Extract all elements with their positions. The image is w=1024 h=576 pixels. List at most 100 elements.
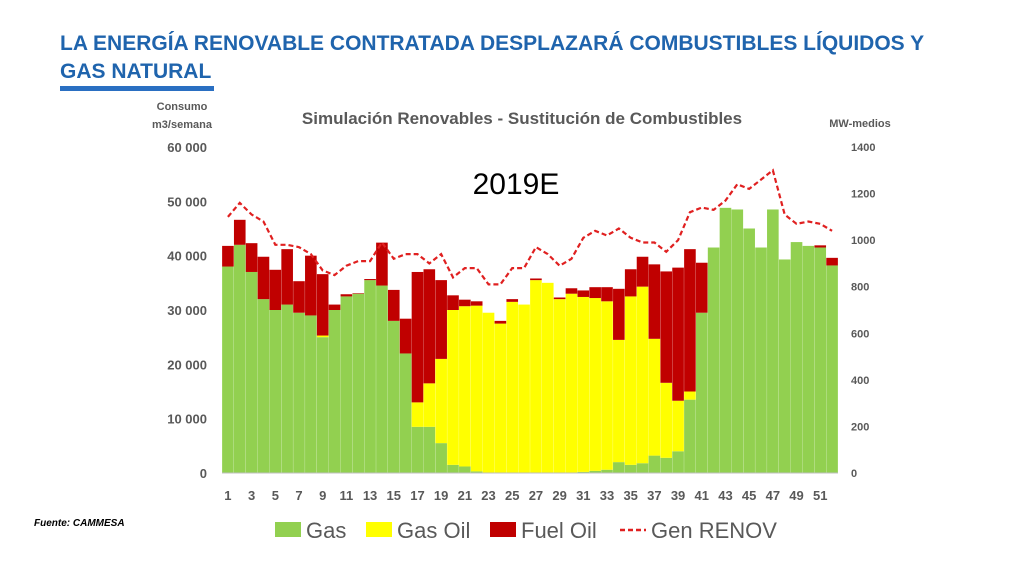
bar-gas-oil [530, 280, 542, 473]
bar-gas [672, 451, 684, 473]
bar-gas [316, 337, 329, 473]
bar-fuel-oil [364, 279, 376, 281]
bar-gas [470, 471, 483, 473]
bar-fuel-oil [648, 264, 661, 339]
bar-fuel-oil [281, 249, 293, 305]
x-tick-label: 27 [529, 488, 543, 503]
bar-gas [577, 471, 590, 473]
bar-gas [222, 266, 234, 473]
bar-gas [660, 457, 673, 473]
bar-gas-oil [518, 304, 530, 473]
bar-gas [245, 271, 258, 473]
bar-gas-oil [577, 296, 590, 472]
chart-title: Simulación Renovables - Sustitución de C… [302, 109, 742, 128]
bar-fuel-oil [435, 280, 447, 359]
y-left-tick-label: 20 000 [167, 357, 207, 372]
bar-gas-oil [601, 301, 613, 470]
y-left-label-line2: m3/semana [152, 119, 213, 131]
bar-fuel-oil [577, 290, 590, 297]
bar-fuel-oil [660, 271, 673, 383]
bar-gas [387, 320, 400, 473]
x-tick-label: 25 [505, 488, 519, 503]
bar-gas [233, 244, 246, 473]
source-note: Fuente: CAMMESA [34, 518, 125, 529]
bar-gas [340, 296, 353, 473]
x-tick-label: 51 [813, 488, 827, 503]
bar-fuel-oil [233, 219, 246, 245]
bar-fuel-oil [316, 274, 329, 336]
bar-fuel-oil [222, 245, 234, 267]
bar-fuel-oil [624, 269, 637, 297]
chart-annotation: 2019E [473, 168, 560, 201]
bar-gas-oil [316, 335, 329, 338]
bar-gas-oil [672, 400, 684, 452]
slide-title: LA ENERGÍA RENOVABLE CONTRATADA DESPLAZA… [60, 32, 924, 83]
bar-fuel-oil [387, 289, 400, 321]
bar-gas [624, 464, 637, 473]
bar-fuel-oil [636, 256, 649, 287]
legend: Gas Gas Oil Fuel Oil Gen RENOV [275, 518, 777, 543]
y-left-tick-label: 30 000 [167, 303, 207, 318]
bar-fuel-oil [411, 271, 424, 403]
bar-gas-oil [648, 338, 661, 456]
bar-gas-oil [423, 383, 436, 427]
y-right-tick-label: 1400 [851, 142, 875, 154]
legend-label: Gas [306, 518, 346, 543]
x-tick-label: 7 [295, 488, 302, 503]
x-tick-label: 13 [363, 488, 377, 503]
bar-fuel-oil [376, 242, 388, 286]
bar-gas [755, 247, 767, 473]
x-tick-label: 43 [718, 488, 732, 503]
bar-fuel-oil [530, 278, 542, 281]
bar-gas-oil [553, 299, 566, 473]
bar-gas [447, 464, 459, 473]
x-tick-label: 37 [647, 488, 661, 503]
y-right-tick-label: 200 [851, 421, 869, 433]
bar-fuel-oil [352, 293, 365, 294]
bar-gas [435, 443, 447, 473]
y-left-tick-label: 60 000 [167, 140, 207, 155]
bar-gas [613, 462, 625, 473]
x-tick-label: 5 [272, 488, 279, 503]
y-right-tick-label: 0 [851, 468, 857, 480]
bar-gas [411, 426, 424, 473]
bar-gas [778, 259, 791, 473]
bar-gas [399, 353, 412, 473]
x-tick-label: 23 [481, 488, 495, 503]
bar-fuel-oil [553, 297, 566, 300]
bar-fuel-oil [672, 267, 684, 401]
x-tick-label: 11 [340, 488, 354, 503]
bar-gas-oil [565, 293, 578, 473]
bar-gas-oil [541, 282, 554, 473]
y-right-tick-label: 1000 [851, 235, 875, 247]
y-left-tick-label: 40 000 [167, 249, 207, 264]
bar-gas-oil [636, 286, 649, 464]
bar-gas [423, 426, 436, 473]
bar-gas [305, 315, 317, 473]
legend-label: Gas Oil [397, 518, 470, 543]
bar-gas-oil [589, 298, 601, 471]
bar-fuel-oil [305, 255, 317, 316]
bar-fuel-oil [340, 294, 353, 297]
bar-gas-oil [459, 306, 471, 467]
x-tick-label: 31 [576, 488, 590, 503]
plot-area: 0 10 000 20 000 30 000 40 000 50 000 60 000 0 20… [167, 140, 875, 503]
bar-gas [269, 310, 282, 473]
bar-fuel-oil [494, 320, 507, 324]
bar-gas [376, 285, 388, 473]
bar-gas-oil [435, 358, 447, 444]
bar-gas [767, 209, 779, 474]
bar-gas [364, 280, 376, 473]
bar-fuel-oil [257, 256, 270, 300]
legend-swatch [275, 522, 301, 537]
bar-gas-oil [506, 301, 519, 473]
x-tick-label: 49 [789, 488, 803, 503]
bar-gas [719, 207, 732, 473]
bar-fuel-oil [613, 288, 625, 340]
bar-gas [731, 209, 744, 474]
bar-gas [648, 455, 661, 473]
bar-gas [743, 228, 755, 473]
y-right-tick-label: 800 [851, 282, 869, 294]
x-tick-label: 19 [434, 488, 448, 503]
y-right-tick-label: 600 [851, 328, 869, 340]
